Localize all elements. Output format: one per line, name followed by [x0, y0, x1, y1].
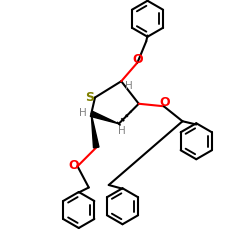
Polygon shape [90, 111, 119, 124]
Text: O: O [132, 53, 143, 66]
Text: O: O [159, 96, 170, 109]
Text: O: O [69, 159, 79, 172]
Text: H: H [118, 126, 126, 136]
Text: H: H [78, 108, 86, 118]
Text: S: S [85, 90, 94, 104]
Text: H: H [126, 81, 133, 91]
Polygon shape [91, 114, 99, 148]
